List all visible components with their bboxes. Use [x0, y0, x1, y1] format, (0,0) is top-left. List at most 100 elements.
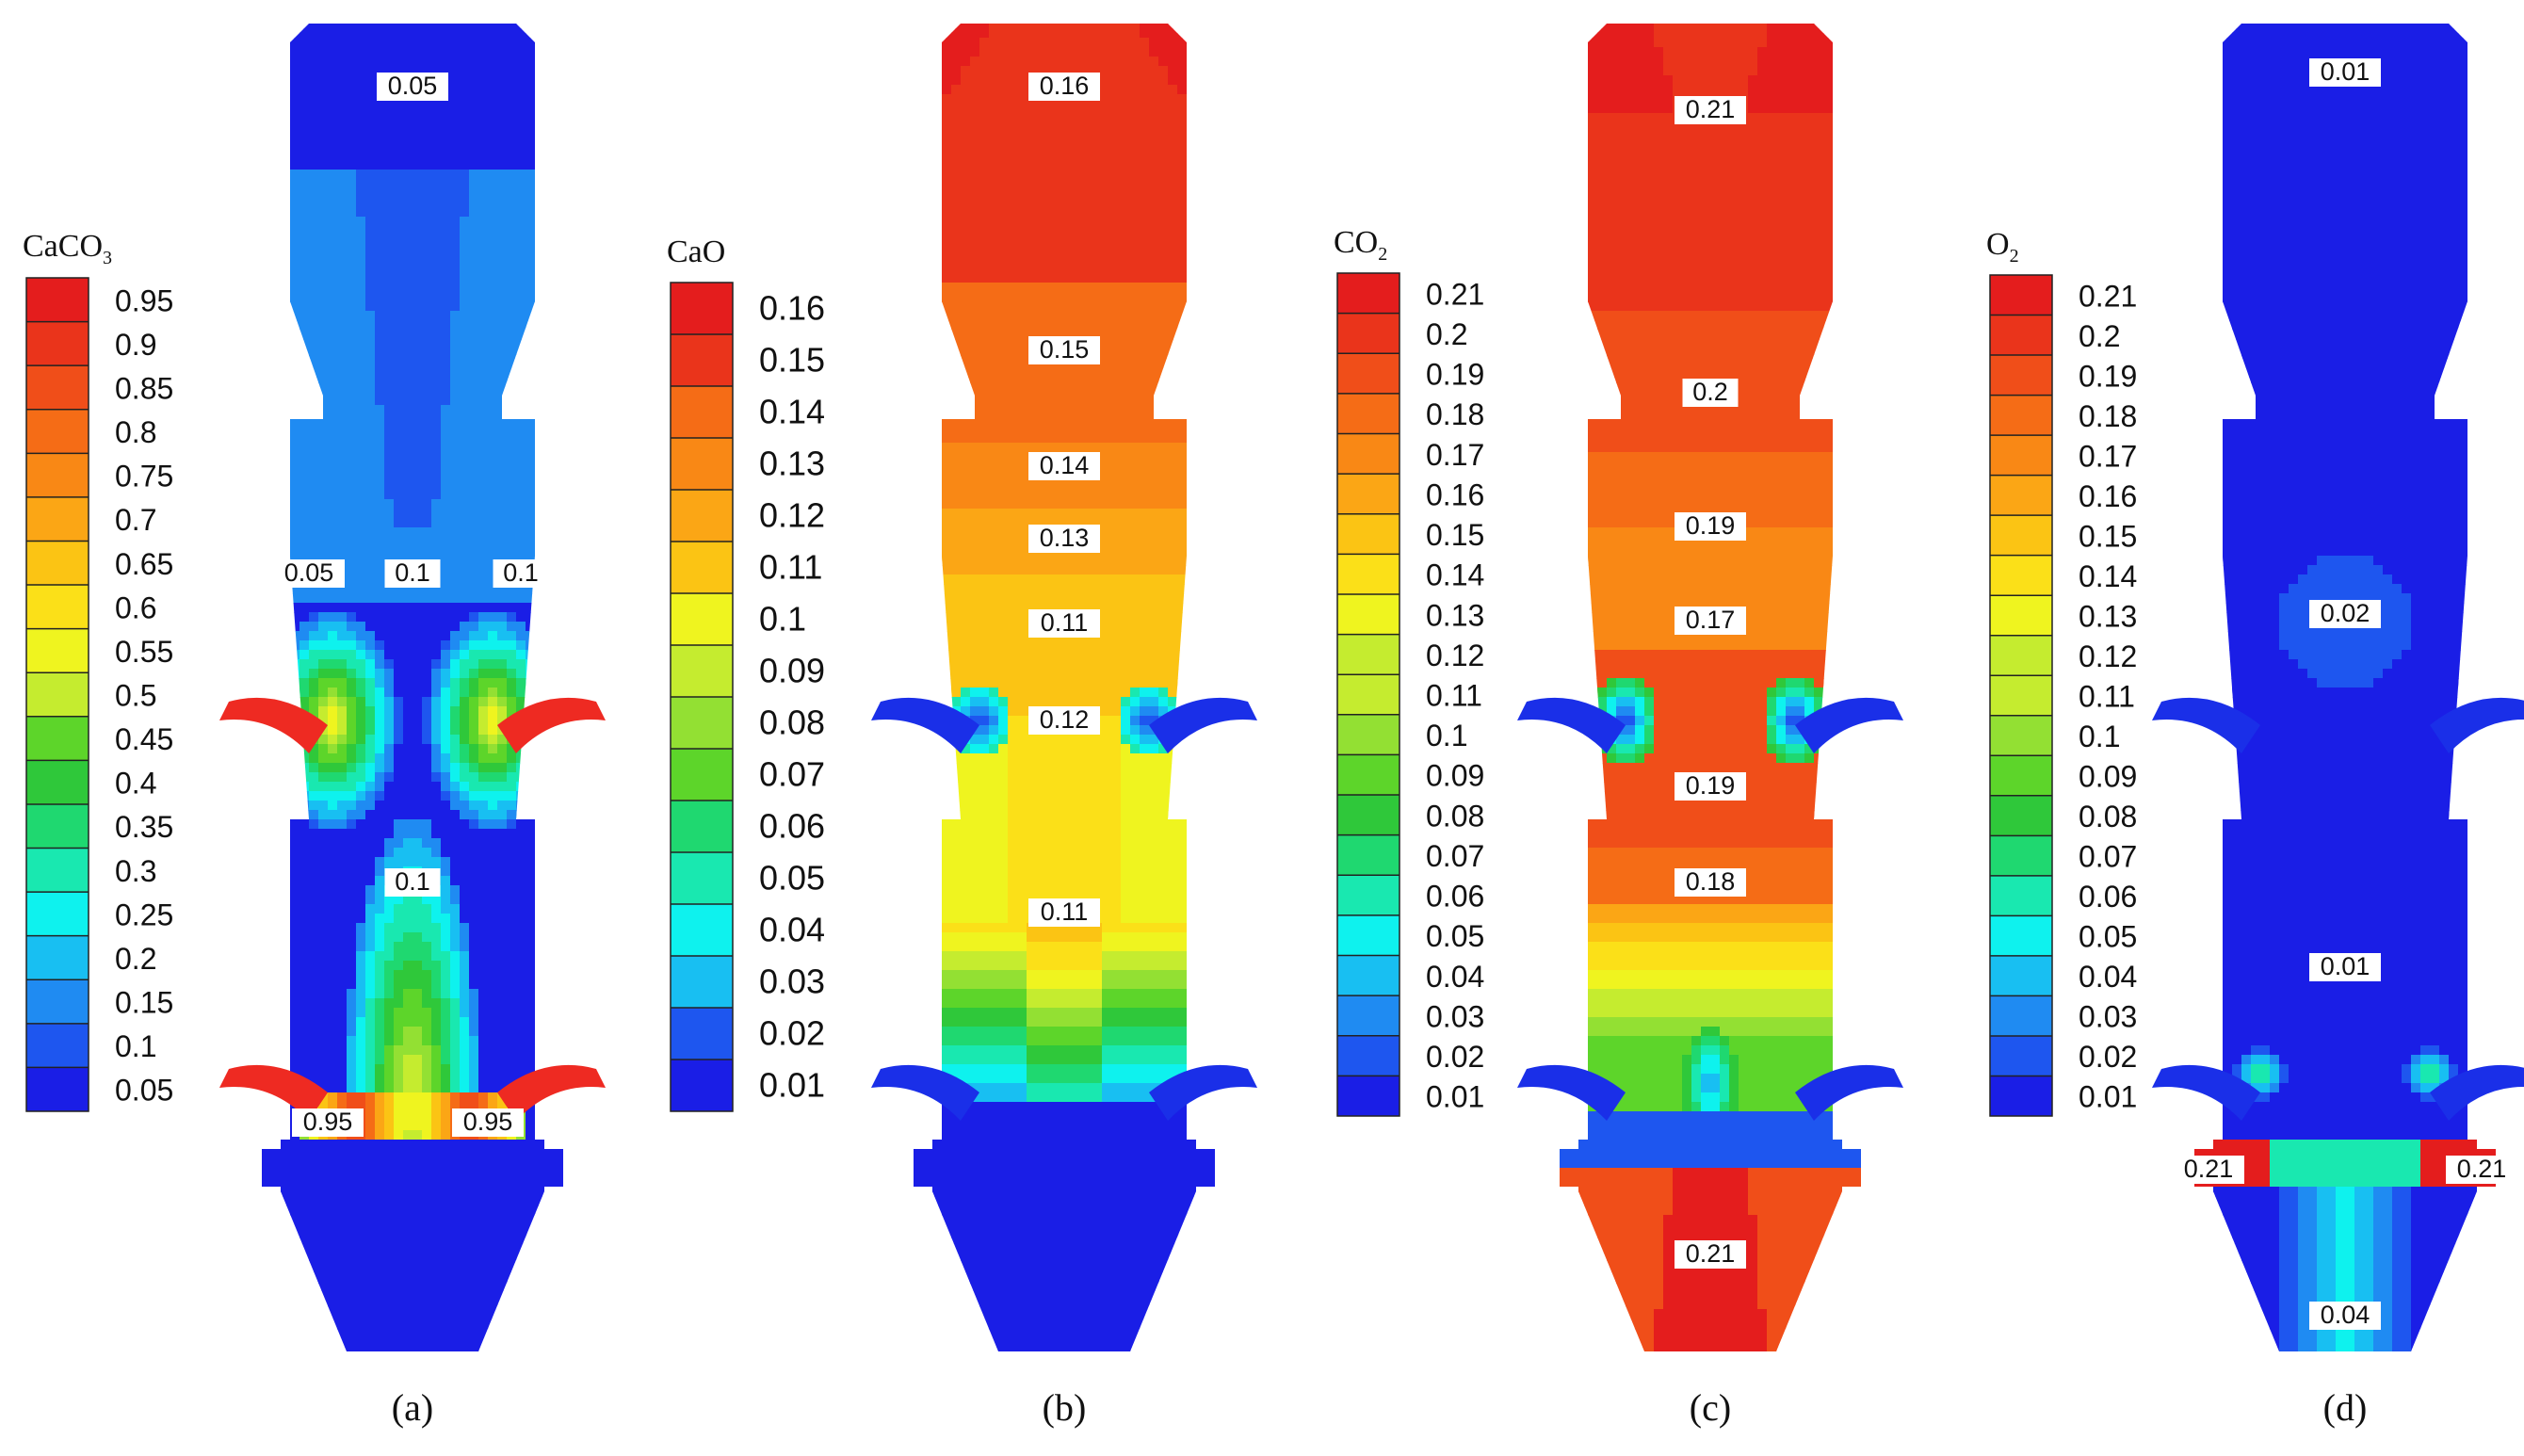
field-cell	[394, 1205, 404, 1216]
field-cell	[413, 461, 423, 472]
field-cell	[337, 979, 348, 990]
field-cell	[290, 47, 300, 57]
field-cell	[318, 1262, 329, 1272]
field-cell	[318, 1328, 329, 1338]
field-cell	[526, 1187, 536, 1197]
field-cell	[544, 311, 555, 321]
field-cell	[563, 810, 574, 820]
field-cell	[469, 443, 479, 453]
field-cell	[441, 1130, 451, 1141]
field-cell	[328, 254, 338, 265]
field-cell	[299, 848, 310, 858]
field-cell	[478, 678, 489, 688]
field-cell	[309, 85, 319, 95]
field-cell	[488, 1017, 498, 1027]
field-cell	[337, 895, 348, 905]
field-cell	[365, 688, 376, 698]
field-cell	[535, 254, 545, 265]
field-cell	[403, 1262, 413, 1272]
field-cell	[299, 179, 310, 189]
field-cell	[554, 1158, 563, 1169]
field-cell	[328, 38, 338, 48]
field-cell	[262, 443, 272, 453]
field-cell	[563, 471, 574, 481]
field-cell	[507, 876, 517, 886]
field-cell	[384, 424, 395, 434]
field-cell	[516, 659, 526, 670]
field-cell	[356, 904, 366, 914]
field-cell	[262, 518, 263, 528]
field-cell	[488, 1177, 498, 1188]
field-cell	[544, 170, 555, 180]
field-cell	[544, 735, 555, 745]
field-cell	[526, 1262, 536, 1272]
field-cell	[478, 942, 489, 952]
field-cell	[403, 744, 413, 754]
field-cell	[337, 1281, 348, 1291]
field-cell	[262, 989, 263, 999]
field-cell	[403, 141, 413, 152]
field-cell	[488, 179, 498, 189]
field-cell	[488, 537, 498, 547]
field-cell	[526, 28, 536, 39]
field-cell	[431, 1130, 442, 1141]
field-cell	[299, 697, 310, 707]
field-cell	[299, 320, 310, 331]
field-cell	[394, 122, 404, 133]
field-cell	[271, 264, 282, 274]
field-cell	[431, 348, 442, 359]
field-cell	[526, 217, 536, 227]
field-cell	[262, 320, 263, 331]
field-cell	[262, 311, 272, 321]
field-cell	[318, 1168, 329, 1178]
field-cell	[375, 706, 385, 717]
field-cell	[384, 819, 395, 830]
field-cell	[262, 603, 272, 613]
field-cell	[356, 546, 366, 557]
field-cell	[422, 245, 432, 255]
field-cell	[262, 1168, 272, 1178]
field-cell	[497, 838, 508, 849]
field-cell	[384, 1337, 395, 1348]
field-cell	[347, 47, 357, 57]
field-cell	[384, 330, 395, 340]
field-cell	[497, 932, 508, 943]
field-cell	[422, 141, 432, 152]
field-cell	[535, 113, 545, 123]
field-cell	[526, 829, 536, 839]
field-cell	[318, 1036, 329, 1046]
field-cell	[526, 612, 536, 623]
field-cell	[394, 1300, 404, 1310]
field-cell	[290, 330, 300, 340]
field-cell	[526, 1045, 536, 1056]
field-cell	[262, 264, 263, 274]
field-cell	[375, 358, 385, 368]
field-cell	[384, 904, 395, 914]
field-cell	[554, 565, 563, 575]
field-cell	[384, 763, 395, 773]
field-cell	[526, 584, 536, 594]
colorbar-tick-label: 0.02	[759, 1014, 825, 1053]
field-cell	[450, 1045, 461, 1056]
field-cell	[262, 1300, 263, 1310]
field-cell	[535, 537, 545, 547]
field-cell	[526, 546, 536, 557]
field-cell	[526, 405, 536, 415]
field-cell	[488, 942, 498, 952]
field-cell	[356, 1215, 366, 1225]
field-cell	[318, 1045, 329, 1056]
field-cell	[422, 160, 432, 170]
field-cell	[563, 961, 574, 971]
field-cell	[441, 848, 451, 858]
field-cell	[431, 744, 442, 754]
field-cell	[356, 301, 366, 312]
field-cell	[469, 979, 479, 990]
field-cell	[271, 942, 282, 952]
field-cell	[365, 151, 376, 161]
field-cell	[375, 179, 385, 189]
field-cell	[516, 942, 526, 952]
field-cell	[384, 367, 395, 378]
field-cell	[450, 782, 461, 792]
field-cell	[516, 914, 526, 924]
field-cell	[478, 998, 489, 1009]
